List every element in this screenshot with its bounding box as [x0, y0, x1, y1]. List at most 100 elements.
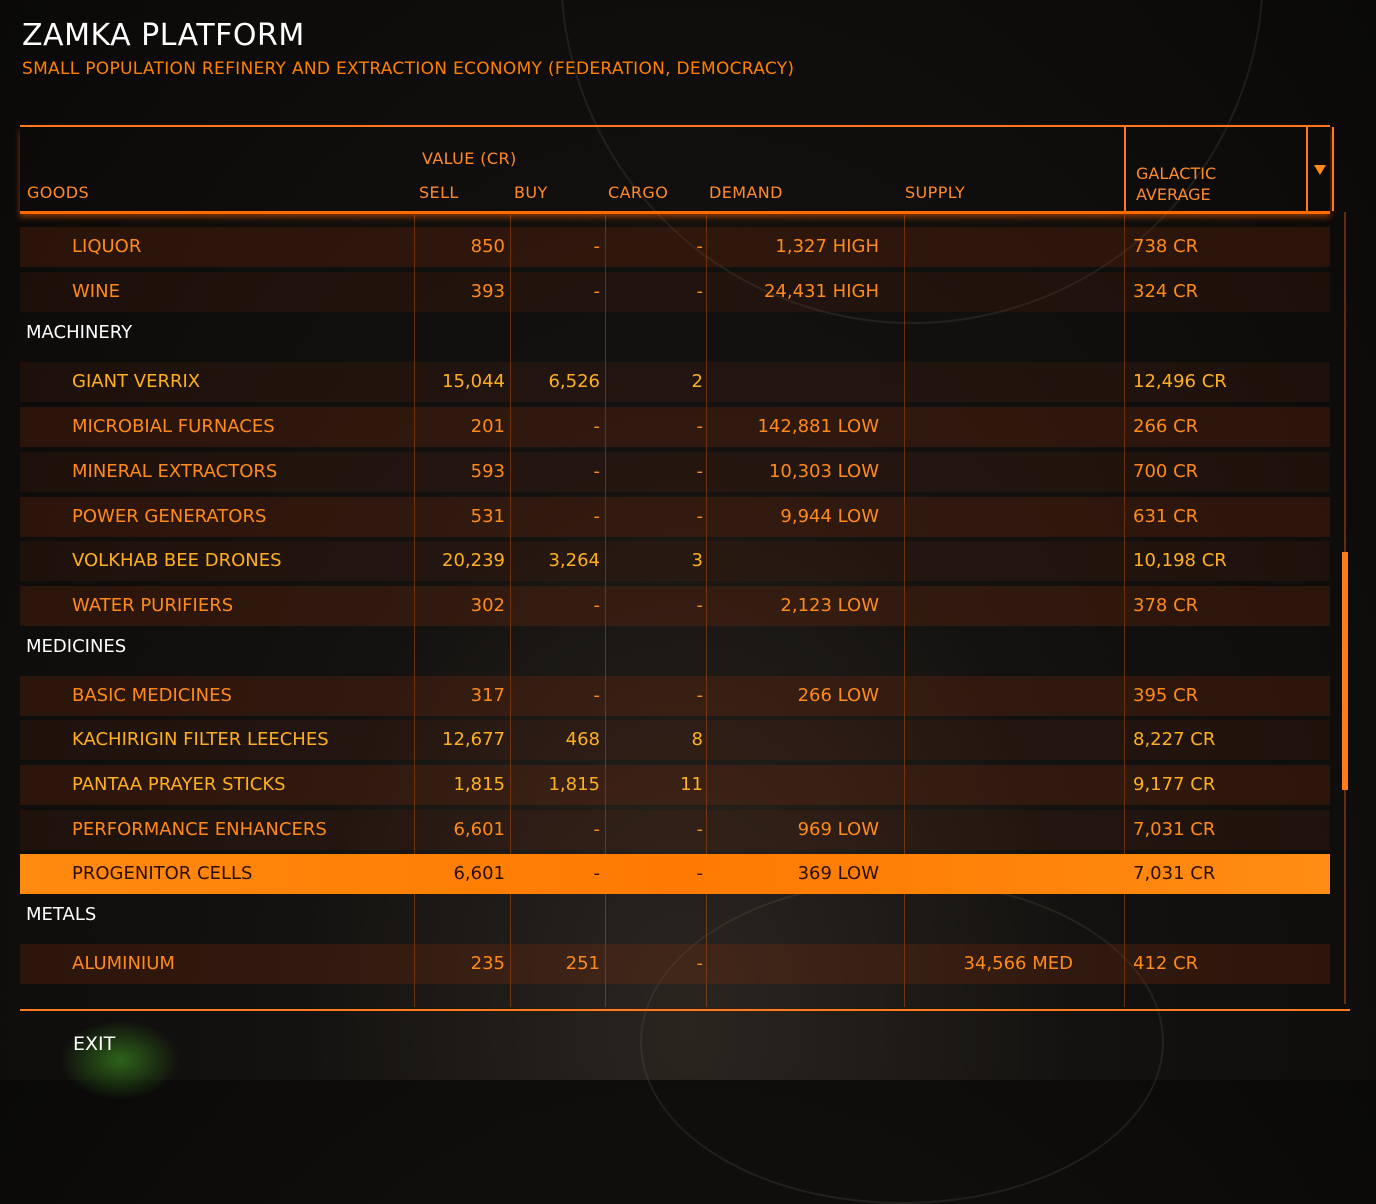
station-description: SMALL POPULATION REFINERY AND EXTRACTION… [22, 59, 795, 79]
sell-price: 6,601 [453, 863, 505, 884]
buy-price: - [593, 506, 601, 527]
table-row[interactable]: KACHIRIGIN FILTER LEECHES 12,677 468 8 8,227… [20, 720, 1330, 760]
cargo-count: - [696, 416, 704, 437]
galactic-average-price: 412 CR [1133, 953, 1199, 974]
cargo-count: - [696, 506, 704, 527]
commodity-name: GIANT VERRIX [72, 371, 201, 392]
column-header-bar: GOODS VALUE (CR) SELL BUY CARGO DEMAND S… [20, 127, 1334, 214]
category-header: MACHINERY [26, 322, 133, 343]
column-divider [510, 215, 511, 1007]
sell-price: 20,239 [442, 550, 505, 571]
sell-price: 12,677 [442, 729, 505, 750]
commodity-name: POWER GENERATORS [72, 506, 267, 527]
buy-price: 1,815 [548, 774, 600, 795]
sell-price: 317 [470, 685, 505, 706]
demand-value: 142,881 LOW [757, 416, 879, 437]
table-row[interactable]: PERFORMANCE ENHANCERS 6,601 - - 969 LOW 7,031… [20, 810, 1330, 850]
table-row[interactable]: POWER GENERATORS 531 - - 9,944 LOW 631 CR [20, 497, 1330, 537]
buy-price: - [593, 281, 601, 302]
table-row[interactable]: PANTAA PRAYER STICKS 1,815 1,815 11 9,177 CR [20, 765, 1330, 805]
commodity-name: BASIC MEDICINES [72, 685, 232, 706]
commodity-name: PANTAA PRAYER STICKS [72, 774, 286, 795]
demand-value: 266 LOW [797, 685, 879, 706]
column-goods[interactable]: GOODS [27, 183, 90, 202]
table-row[interactable]: WATER PURIFIERS 302 - - 2,123 LOW 378 CR [20, 586, 1330, 626]
exit-button[interactable]: EXIT [73, 1033, 116, 1055]
sell-price: 1,815 [453, 774, 505, 795]
galactic-average-price: 738 CR [1133, 236, 1199, 257]
galactic-average-price: 378 CR [1133, 595, 1199, 616]
cargo-count: - [696, 236, 704, 257]
cargo-count: - [696, 595, 704, 616]
demand-value: 1,327 HIGH [775, 236, 879, 257]
column-divider [706, 215, 707, 1007]
commodity-name: KACHIRIGIN FILTER LEECHES [72, 729, 329, 750]
demand-value: 969 LOW [797, 819, 879, 840]
sell-price: 235 [470, 953, 505, 974]
buy-price: 468 [565, 729, 600, 750]
demand-value: 9,944 LOW [780, 506, 879, 527]
panel-bottom-border [20, 1009, 1350, 1011]
cargo-count: 2 [691, 371, 703, 392]
table-row[interactable]: WINE 393 - - 24,431 HIGH 324 CR [20, 272, 1330, 312]
column-cargo[interactable]: CARGO [608, 183, 669, 202]
column-supply[interactable]: SUPPLY [905, 183, 966, 202]
galactic-average-price: 7,031 CR [1133, 863, 1216, 884]
sell-price: 6,601 [453, 819, 505, 840]
commodity-name: MINERAL EXTRACTORS [72, 461, 278, 482]
table-row-selected[interactable]: PROGENITOR CELLS 6,601 - - 369 LOW 7,031 CR [20, 854, 1330, 894]
galactic-average-price: 10,198 CR [1133, 550, 1227, 571]
commodity-name: ALUMINIUM [72, 953, 175, 974]
sell-price: 393 [470, 281, 505, 302]
column-divider [605, 215, 606, 1007]
commodities-market-panel: GOODS VALUE (CR) SELL BUY CARGO DEMAND S… [20, 125, 1350, 1011]
table-row[interactable]: LIQUOR 850 - - 1,327 HIGH 738 CR [20, 227, 1330, 267]
cargo-count: - [696, 281, 704, 302]
galactic-average-price: 9,177 CR [1133, 774, 1216, 795]
buy-price: 6,526 [548, 371, 600, 392]
buy-price: - [593, 236, 601, 257]
commodity-name: LIQUOR [72, 236, 142, 257]
galactic-average-price: 12,496 CR [1133, 371, 1227, 392]
galactic-average-price: 7,031 CR [1133, 819, 1216, 840]
demand-value: 24,431 HIGH [763, 281, 879, 302]
scrollbar-thumb[interactable] [1342, 552, 1348, 790]
column-divider [1124, 215, 1125, 1007]
column-galactic-average[interactable]: GALACTIC AVERAGE [1124, 127, 1334, 211]
cargo-count: 3 [691, 550, 703, 571]
cargo-count: - [696, 819, 704, 840]
buy-price: - [593, 819, 601, 840]
cargo-count: - [696, 863, 704, 884]
category-header: MEDICINES [26, 636, 127, 657]
sell-price: 302 [470, 595, 505, 616]
sell-price: 15,044 [442, 371, 505, 392]
buy-price: - [593, 461, 601, 482]
commodity-list[interactable]: LIQUOR 850 - - 1,327 HIGH 738 CR WINE 393 - - 24,4… [20, 215, 1330, 1007]
galactic-average-price: 324 CR [1133, 281, 1199, 302]
cargo-count: - [696, 461, 704, 482]
table-row[interactable]: BASIC MEDICINES 317 - - 266 LOW 395 CR [20, 676, 1330, 716]
buy-price: - [593, 416, 601, 437]
table-row[interactable]: ALUMINIUM 235 251 - 34,566 MED 412 CR [20, 944, 1330, 984]
sell-price: 531 [470, 506, 505, 527]
column-demand[interactable]: DEMAND [709, 183, 783, 202]
galactic-average-price: 395 CR [1133, 685, 1199, 706]
station-name: ZAMKA PLATFORM [22, 18, 305, 53]
column-sell[interactable]: SELL [419, 183, 459, 202]
table-row[interactable]: MICROBIAL FURNACES 201 - - 142,881 LOW 266 CR [20, 407, 1330, 447]
commodity-name: WINE [72, 281, 120, 302]
cargo-count: - [696, 685, 704, 706]
table-row[interactable]: MINERAL EXTRACTORS 593 - - 10,303 LOW 700 CR [20, 452, 1330, 492]
demand-value: 10,303 LOW [768, 461, 879, 482]
column-buy[interactable]: BUY [514, 183, 548, 202]
sell-price: 593 [470, 461, 505, 482]
table-row[interactable]: GIANT VERRIX 15,044 6,526 2 12,496 CR [20, 362, 1330, 402]
buy-price: 251 [565, 953, 600, 974]
sort-dropdown-button[interactable] [1306, 127, 1332, 211]
demand-value: 369 LOW [797, 863, 879, 884]
cargo-count: - [696, 953, 704, 974]
sell-price: 850 [470, 236, 505, 257]
table-row[interactable]: VOLKHAB BEE DRONES 20,239 3,264 3 10,198 CR [20, 541, 1330, 581]
commodity-name: WATER PURIFIERS [72, 595, 234, 616]
sort-down-arrow-icon [1314, 165, 1326, 175]
